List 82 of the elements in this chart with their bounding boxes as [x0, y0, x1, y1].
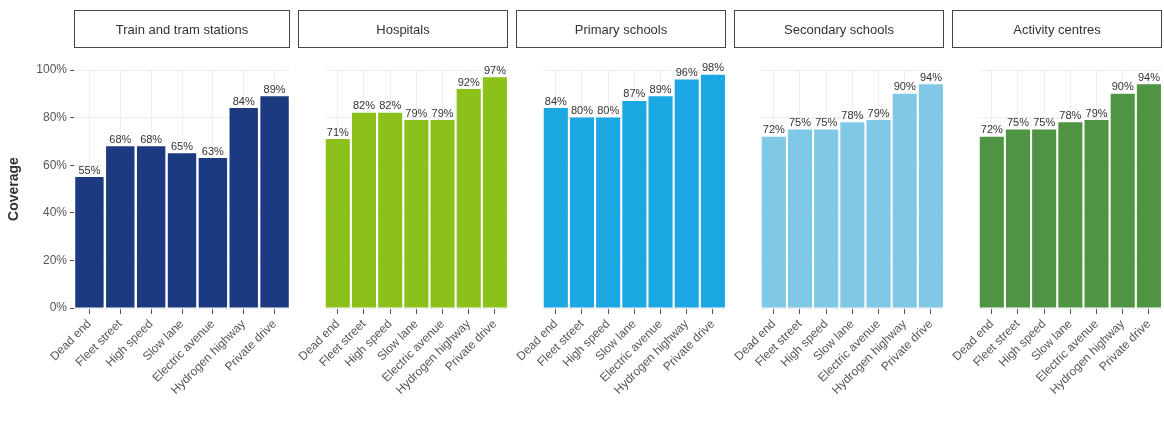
y-axis-title: Coverage: [5, 156, 22, 221]
data-label: 79%: [431, 106, 454, 119]
data-label: 79%: [867, 106, 890, 119]
data-label: 98%: [701, 61, 725, 74]
bar: [1005, 129, 1031, 308]
data-label: 94%: [1137, 70, 1161, 83]
bar: [1058, 122, 1083, 308]
data-label: 72%: [980, 123, 1004, 136]
bar: [1110, 93, 1135, 308]
chart-title: Primary schools: [516, 10, 726, 48]
bar: [136, 146, 166, 308]
data-label: 82%: [352, 99, 376, 112]
y-tick-label: 20%: [42, 252, 68, 267]
bar: [430, 119, 455, 308]
data-label: 72%: [762, 123, 786, 136]
bar: [866, 119, 891, 308]
bar: [260, 96, 289, 308]
bar: [700, 74, 725, 308]
data-label: 96%: [675, 66, 698, 79]
bar: [229, 108, 258, 308]
bar: [892, 93, 917, 308]
data-label: 94%: [919, 70, 943, 83]
data-label: 80%: [570, 104, 594, 117]
data-label: 80%: [597, 104, 620, 117]
bar: [1032, 129, 1057, 308]
bar: [648, 96, 673, 308]
data-label: 75%: [1006, 116, 1030, 129]
data-label: 65%: [170, 139, 194, 152]
y-tick-label: 0%: [49, 300, 68, 315]
data-label: 97%: [483, 63, 507, 76]
data-label: 79%: [405, 106, 428, 119]
data-label: 87%: [623, 87, 646, 100]
bar: [325, 139, 350, 308]
y-tick-label: 60%: [42, 157, 68, 172]
data-label: 82%: [379, 99, 402, 112]
chart-title: Activity centres: [952, 10, 1162, 48]
data-label: 84%: [544, 94, 568, 107]
data-label: 63%: [201, 144, 225, 157]
y-tick-label: 100%: [36, 62, 68, 77]
bar: [814, 129, 839, 308]
y-tick-label: 80%: [42, 109, 68, 124]
bar: [761, 136, 786, 308]
data-label: 90%: [1111, 80, 1134, 93]
bar: [569, 117, 595, 308]
bar: [404, 119, 429, 308]
bar: [1084, 119, 1109, 308]
data-label: 78%: [1059, 108, 1082, 121]
data-label: 68%: [109, 132, 132, 145]
data-label: 75%: [788, 116, 812, 129]
bar: [979, 136, 1004, 308]
chart-title: Train and tram stations: [74, 10, 290, 48]
bar: [75, 177, 104, 308]
bar: [378, 112, 403, 308]
chart-title: Hospitals: [298, 10, 508, 48]
bar: [840, 122, 865, 308]
chart-title: Secondary schools: [734, 10, 944, 48]
bar: [622, 100, 647, 308]
bar: [674, 79, 699, 308]
data-label: 75%: [1033, 116, 1056, 129]
data-label: 89%: [263, 82, 286, 95]
data-label: 78%: [841, 108, 864, 121]
data-label: 89%: [649, 82, 672, 95]
data-label: 71%: [326, 125, 350, 138]
data-label: 79%: [1085, 106, 1108, 119]
data-label: 90%: [893, 80, 916, 93]
bar: [596, 117, 621, 308]
data-label: 92%: [457, 75, 480, 88]
bar: [787, 129, 813, 308]
bar: [106, 146, 135, 308]
bar: [1136, 84, 1161, 308]
data-label: 75%: [815, 116, 838, 129]
bar: [198, 158, 228, 308]
data-label: 55%: [78, 163, 101, 176]
bar: [543, 108, 568, 308]
bar: [918, 84, 943, 308]
bar: [167, 153, 197, 308]
bar: [456, 89, 481, 308]
data-label: 84%: [232, 94, 255, 107]
y-tick-label: 40%: [42, 205, 68, 220]
data-label: 68%: [140, 132, 163, 145]
bar: [351, 112, 377, 308]
bar: [482, 77, 507, 308]
